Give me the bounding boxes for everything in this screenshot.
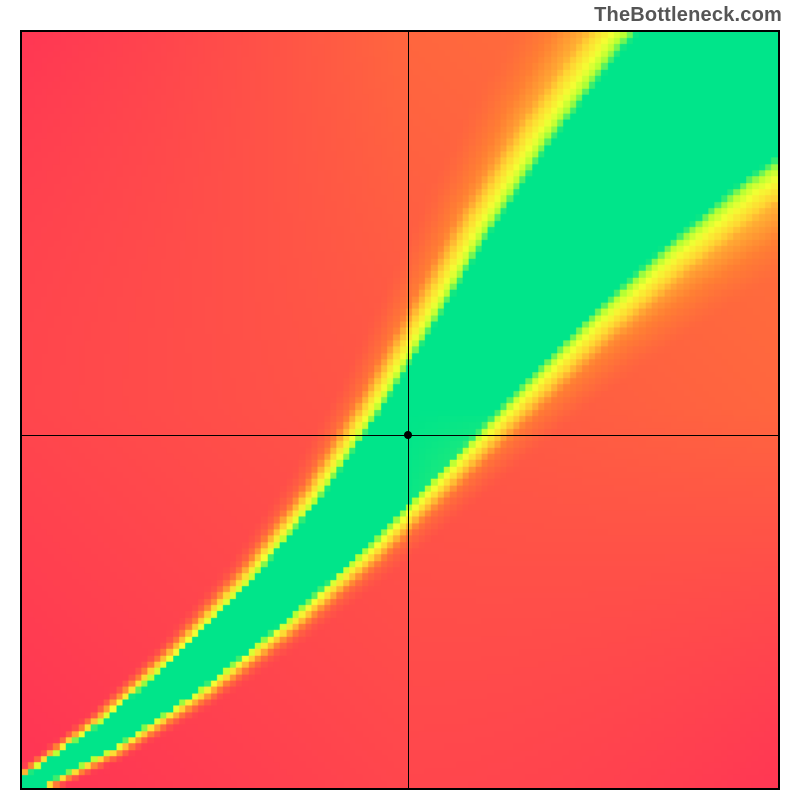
- heatmap-canvas: [22, 32, 778, 788]
- heatmap-plot: [20, 30, 780, 790]
- watermark-text: TheBottleneck.com: [594, 4, 782, 27]
